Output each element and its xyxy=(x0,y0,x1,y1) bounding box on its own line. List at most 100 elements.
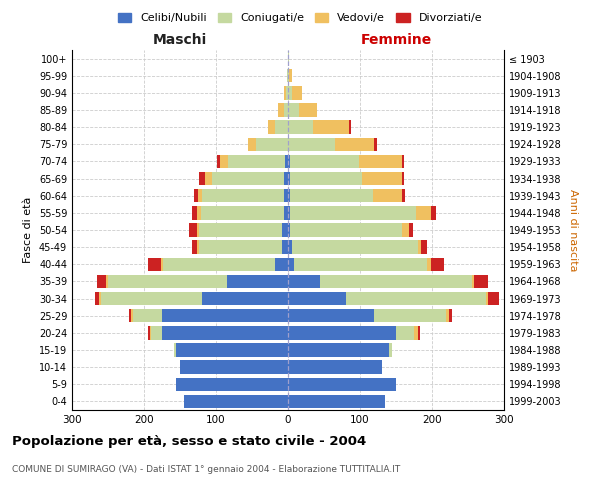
Bar xyxy=(227,154,285,168)
Bar xyxy=(290,154,359,168)
Bar xyxy=(174,344,176,356)
Bar xyxy=(299,104,317,117)
Y-axis label: Fasce di età: Fasce di età xyxy=(23,197,33,263)
Bar xyxy=(346,292,486,306)
Bar xyxy=(402,172,404,186)
Bar xyxy=(197,224,199,236)
Bar xyxy=(151,326,162,340)
Bar xyxy=(486,292,488,306)
Bar xyxy=(418,240,421,254)
Legend: Celibi/Nubili, Coniugati/e, Vedovi/e, Divorziati/e: Celibi/Nubili, Coniugati/e, Vedovi/e, Di… xyxy=(113,8,487,28)
Bar xyxy=(292,240,418,254)
Bar xyxy=(287,69,288,82)
Bar xyxy=(290,172,362,186)
Bar xyxy=(414,326,418,340)
Bar xyxy=(286,86,288,100)
Bar xyxy=(320,274,472,288)
Bar xyxy=(268,120,275,134)
Bar xyxy=(188,224,197,236)
Text: COMUNE DI SUMIRAGO (VA) - Dati ISTAT 1° gennaio 2004 - Elaborazione TUTTITALIA.I: COMUNE DI SUMIRAGO (VA) - Dati ISTAT 1° … xyxy=(12,465,400,474)
Bar xyxy=(288,172,290,186)
Text: Femmine: Femmine xyxy=(361,32,431,46)
Bar xyxy=(176,378,288,391)
Text: Maschi: Maschi xyxy=(153,32,207,46)
Bar xyxy=(431,258,443,271)
Bar xyxy=(290,189,373,202)
Bar xyxy=(275,258,288,271)
Bar xyxy=(446,309,449,322)
Bar xyxy=(284,104,288,117)
Bar xyxy=(288,86,292,100)
Bar xyxy=(409,224,413,236)
Bar xyxy=(256,138,288,151)
Bar xyxy=(335,138,374,151)
Bar xyxy=(98,292,101,306)
Bar xyxy=(199,224,282,236)
Bar xyxy=(161,258,163,271)
Bar xyxy=(288,52,289,66)
Bar xyxy=(313,120,349,134)
Bar xyxy=(416,206,431,220)
Bar xyxy=(285,154,288,168)
Bar xyxy=(389,344,392,356)
Bar xyxy=(184,394,288,408)
Bar xyxy=(284,172,288,186)
Bar xyxy=(95,292,98,306)
Text: Popolazione per età, sesso e stato civile - 2004: Popolazione per età, sesso e stato civil… xyxy=(12,435,366,448)
Bar xyxy=(205,172,212,186)
Bar xyxy=(290,206,416,220)
Bar xyxy=(194,189,198,202)
Bar xyxy=(288,258,294,271)
Bar xyxy=(217,154,220,168)
Bar xyxy=(282,224,288,236)
Bar xyxy=(349,120,352,134)
Bar xyxy=(148,258,161,271)
Bar xyxy=(163,258,275,271)
Bar xyxy=(488,292,499,306)
Bar xyxy=(472,274,474,288)
Bar xyxy=(374,138,377,151)
Bar xyxy=(288,326,396,340)
Bar xyxy=(359,154,402,168)
Bar xyxy=(162,326,288,340)
Bar xyxy=(148,326,150,340)
Bar xyxy=(421,240,427,254)
Bar xyxy=(202,189,284,202)
Bar xyxy=(180,360,288,374)
Bar xyxy=(284,206,288,220)
Bar xyxy=(396,326,414,340)
Bar xyxy=(373,189,402,202)
Bar xyxy=(220,154,227,168)
Bar xyxy=(133,309,162,322)
Bar xyxy=(282,240,288,254)
Bar xyxy=(101,292,202,306)
Bar xyxy=(402,189,406,202)
Bar xyxy=(288,138,335,151)
Bar xyxy=(288,240,292,254)
Bar xyxy=(288,292,346,306)
Bar xyxy=(288,154,290,168)
Bar xyxy=(288,344,389,356)
Bar xyxy=(418,326,420,340)
Bar xyxy=(292,86,302,100)
Bar xyxy=(290,224,402,236)
Bar xyxy=(402,224,409,236)
Bar xyxy=(248,138,256,151)
Bar xyxy=(402,154,404,168)
Bar xyxy=(131,309,133,322)
Bar xyxy=(288,206,290,220)
Bar xyxy=(288,120,313,134)
Bar xyxy=(150,326,151,340)
Bar xyxy=(212,172,284,186)
Bar xyxy=(288,274,320,288)
Bar xyxy=(294,258,427,271)
Bar xyxy=(288,309,374,322)
Bar xyxy=(199,172,205,186)
Bar xyxy=(362,172,402,186)
Bar xyxy=(289,69,292,82)
Bar xyxy=(198,189,202,202)
Bar xyxy=(199,240,282,254)
Bar xyxy=(288,104,299,117)
Bar xyxy=(197,206,201,220)
Bar xyxy=(284,189,288,202)
